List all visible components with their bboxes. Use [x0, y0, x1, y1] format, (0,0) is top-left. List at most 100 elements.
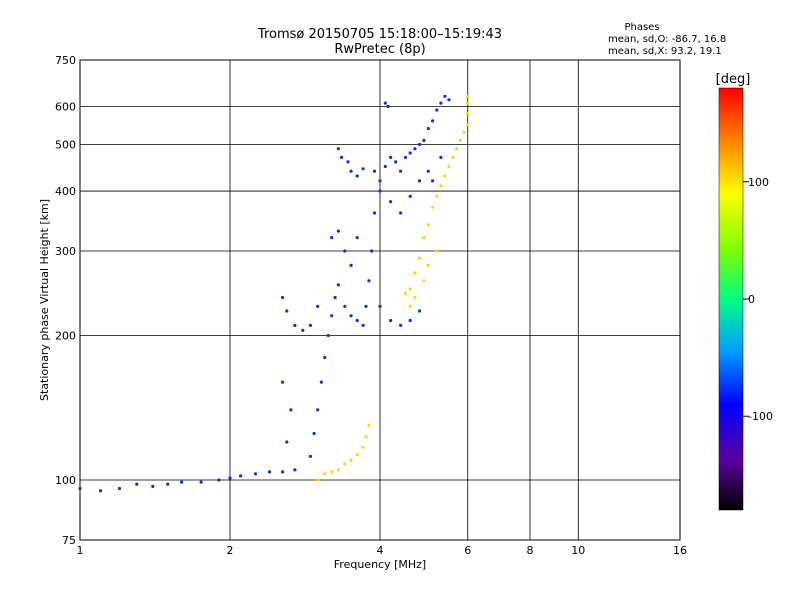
data-point-O — [312, 431, 316, 436]
data-point-O — [117, 486, 122, 491]
data-point-X — [349, 458, 353, 462]
data-point-X — [439, 184, 443, 188]
data-point-X — [417, 256, 422, 260]
data-point-O — [316, 304, 320, 308]
legend-line-x: mean, sd,X: 93.2, 19.1 — [608, 46, 722, 57]
x-tick-label: 4 — [377, 544, 384, 557]
data-point-O — [336, 229, 340, 233]
chart-title: Tromsø 20150705 15:18:00–15:19:43 — [257, 27, 502, 42]
data-point-O — [308, 454, 312, 458]
data-point-O — [361, 323, 365, 327]
data-point-O — [293, 468, 297, 472]
data-point-X — [443, 174, 447, 178]
data-point-O — [383, 101, 387, 105]
data-point-X — [413, 295, 417, 300]
data-point-O — [372, 211, 377, 215]
data-point-O — [199, 480, 203, 484]
data-point-O — [408, 151, 412, 155]
data-point-O — [151, 484, 155, 488]
data-point-X — [458, 138, 462, 142]
data-point-O — [285, 309, 289, 313]
data-point-O — [364, 304, 368, 308]
data-point-O — [308, 323, 312, 327]
data-point-O — [372, 169, 377, 173]
data-point-O — [367, 279, 371, 283]
data-point-X — [426, 263, 430, 267]
data-point-X — [422, 279, 426, 283]
data-point-X — [466, 123, 470, 127]
data-point-O — [343, 249, 347, 253]
data-point-O — [426, 169, 430, 173]
colorbar — [718, 87, 744, 511]
data-point-O — [228, 476, 232, 480]
x-axis-label: Frequency [MHz] — [334, 558, 426, 571]
data-point-O — [217, 478, 221, 482]
data-point-O — [394, 160, 398, 164]
data-point-X — [355, 453, 359, 457]
data-point-X — [367, 423, 371, 427]
data-point-O — [333, 295, 337, 300]
data-point-X — [447, 164, 451, 169]
data-point-X — [316, 478, 320, 482]
data-point-X — [462, 130, 466, 134]
data-point-O — [413, 147, 417, 151]
y-tick-label: 75 — [62, 534, 76, 547]
x-tick-label: 10 — [571, 544, 585, 557]
data-point-O — [336, 283, 340, 287]
x-tick-label: 2 — [227, 544, 234, 557]
data-point-O — [239, 474, 243, 478]
data-point-O — [399, 211, 403, 215]
data-point-O — [431, 119, 435, 123]
legend-heading: Phases — [624, 22, 659, 33]
data-point-O — [422, 138, 426, 142]
data-point-O — [267, 470, 272, 474]
data-point-O — [349, 263, 353, 267]
data-point-X — [455, 147, 459, 151]
y-tick-label: 200 — [55, 330, 76, 343]
data-point-O — [180, 480, 184, 484]
colorbar-tick-label: 100 — [748, 176, 769, 189]
data-point-X — [323, 472, 327, 476]
data-point-O — [426, 126, 430, 131]
chart-subtitle: RwPretec (8p) — [334, 42, 425, 57]
data-point-X — [343, 462, 347, 466]
x-tick-label: 8 — [527, 544, 534, 557]
colorbar-label: [deg] — [716, 72, 751, 87]
data-point-O — [355, 174, 359, 178]
colorbar-ticks: 100 0 -100 — [743, 176, 773, 423]
data-point-X — [408, 287, 412, 291]
data-point-O — [349, 169, 353, 173]
y-tick-label: 750 — [55, 54, 76, 67]
data-point-O — [389, 318, 393, 323]
data-point-O — [417, 179, 422, 183]
data-point-O — [319, 380, 323, 384]
data-point-O — [431, 179, 435, 183]
data-point-O — [399, 323, 403, 327]
data-point-X — [330, 470, 334, 474]
data-point-O — [293, 323, 297, 327]
data-point-O — [285, 440, 289, 444]
data-point-O — [389, 200, 393, 204]
plot-frame — [79, 59, 681, 541]
data-point-X — [422, 236, 426, 240]
data-point-O — [378, 189, 382, 193]
data-point-X — [451, 155, 455, 159]
data-point-X — [466, 112, 470, 116]
data-point-X — [466, 94, 470, 98]
data-point-O — [330, 236, 334, 240]
data-point-O — [99, 489, 103, 493]
data-point-O — [323, 355, 327, 360]
data-point-O — [403, 155, 408, 159]
grid-lines — [79, 59, 681, 541]
data-point-O — [281, 380, 285, 384]
data-point-X — [403, 291, 408, 295]
data-point-O — [378, 179, 382, 183]
data-point-O — [301, 328, 305, 332]
data-point-O — [349, 314, 353, 318]
data-point-X — [364, 435, 368, 439]
colorbar-tick-label: -100 — [748, 410, 773, 423]
data-point-O — [336, 147, 340, 151]
y-tick-label: 300 — [55, 245, 76, 258]
